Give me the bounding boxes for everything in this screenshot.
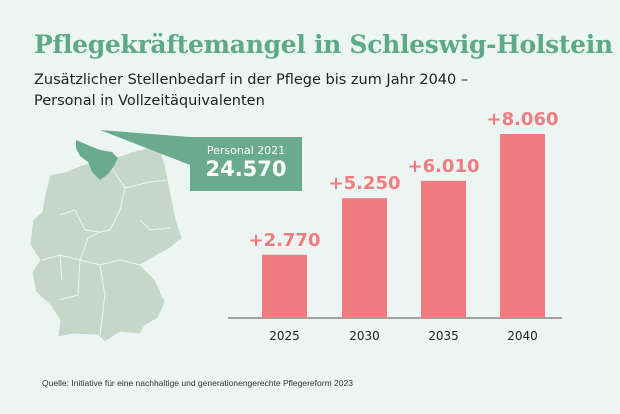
callout-pointer	[100, 130, 190, 165]
subtitle-line-2: Personal in Vollzeitäquivalenten	[34, 93, 265, 109]
germany-map	[29, 130, 190, 343]
data-label-2040: +8.060	[486, 109, 558, 130]
bar-2025	[262, 254, 307, 318]
x-tick-label-2040: 2040	[507, 329, 538, 343]
personal-2021-callout: Personal 2021 24.570	[190, 137, 302, 191]
data-label-2035: +6.010	[407, 156, 479, 177]
data-label-2025: +2.770	[248, 230, 320, 251]
callout-label: Personal 2021	[206, 144, 286, 157]
bar-2030	[342, 198, 387, 318]
x-tick-label-2030: 2030	[349, 329, 380, 343]
bar-2040	[500, 134, 545, 318]
bar-2035	[421, 180, 466, 318]
x-tick-label-2035: 2035	[428, 329, 459, 343]
callout-value: 24.570	[205, 157, 287, 181]
subtitle-line-1: Zusätzlicher Stellenbedarf in der Pflege…	[34, 72, 469, 88]
x-tick-label-2025: 2025	[269, 329, 300, 343]
source-note: Quelle: Initiative für eine nachhaltige …	[42, 378, 353, 388]
chart-title: Pflegekräftemangel in Schleswig-Holstein	[34, 30, 613, 59]
data-label-2030: +5.250	[328, 173, 400, 194]
germany-shape	[29, 147, 183, 343]
schleswig-holstein-highlight	[76, 140, 118, 180]
